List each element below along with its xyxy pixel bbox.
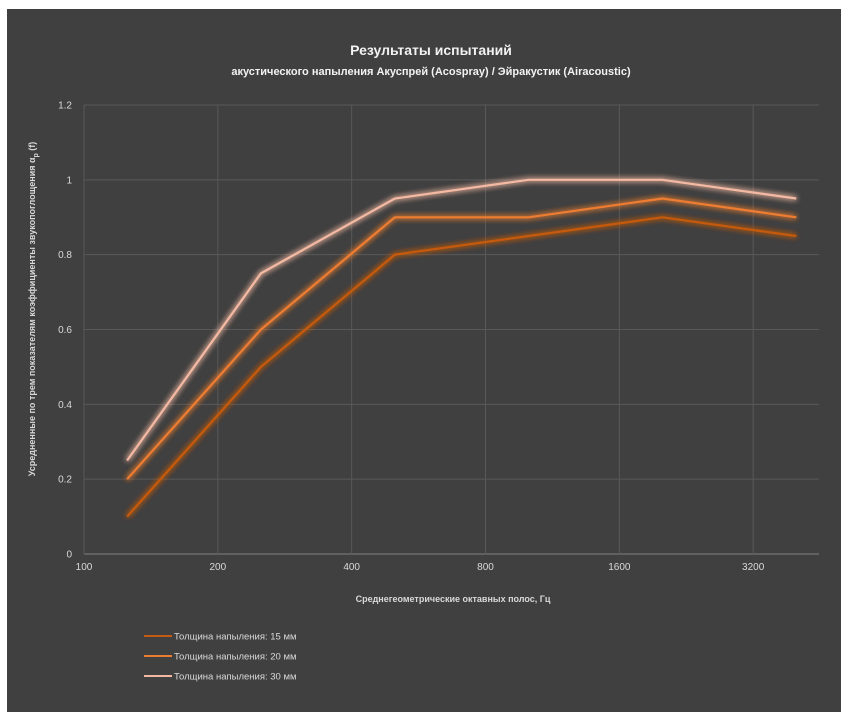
x-tick-label: 3200 <box>742 562 765 573</box>
x-tick-label: 400 <box>343 562 360 573</box>
series-line <box>126 216 797 518</box>
legend-label: Толщина напыления: 30 мм <box>174 672 297 683</box>
y-axis-label-main: Усредненные по трем показателям коэффици… <box>27 157 37 476</box>
chart-title: Результаты испытаний <box>350 42 512 58</box>
legend-label: Толщина напыления: 20 мм <box>174 652 297 663</box>
y-tick-label: 0.8 <box>58 250 72 261</box>
series-line <box>126 178 797 462</box>
y-tick-label: 0.4 <box>58 400 72 411</box>
y-tick-label: 1.2 <box>58 101 72 112</box>
x-tick-label: 800 <box>477 562 494 573</box>
y-tick-labels: 0 0.2 0.4 0.6 0.8 1 1.2 <box>58 101 72 561</box>
y-tick-label: 0.6 <box>58 325 72 336</box>
y-tick-label: 0.2 <box>58 475 72 486</box>
series-layer <box>126 178 797 518</box>
chart-panel: Результаты испытаний акустического напыл… <box>7 9 841 712</box>
grid-layer <box>83 104 819 555</box>
legend: Толщина напыления: 15 мм Толщина напылени… <box>144 632 297 683</box>
y-tick-label: 1 <box>66 175 72 186</box>
x-tick-label: 200 <box>209 562 226 573</box>
series-line <box>126 197 797 480</box>
x-tick-label: 100 <box>76 562 93 573</box>
x-tick-labels: 100 200 400 800 1600 3200 <box>76 562 765 573</box>
chart-svg: Результаты испытаний акустического напыл… <box>27 42 819 683</box>
x-axis-label: Среднегеометрические октавных полос, Гц <box>356 594 551 604</box>
legend-label: Толщина напыления: 15 мм <box>174 632 297 643</box>
x-tick-label: 1600 <box>608 562 631 573</box>
y-axis-label: Усредненные по трем показателям коэффици… <box>27 142 40 477</box>
y-tick-label: 0 <box>66 550 72 561</box>
y-axis-label-suffix: (f) <box>27 142 37 154</box>
y-axis-label-subscript: р <box>33 153 40 157</box>
chart-subtitle: акустического напыления Акуспрей (Acospr… <box>231 66 631 78</box>
